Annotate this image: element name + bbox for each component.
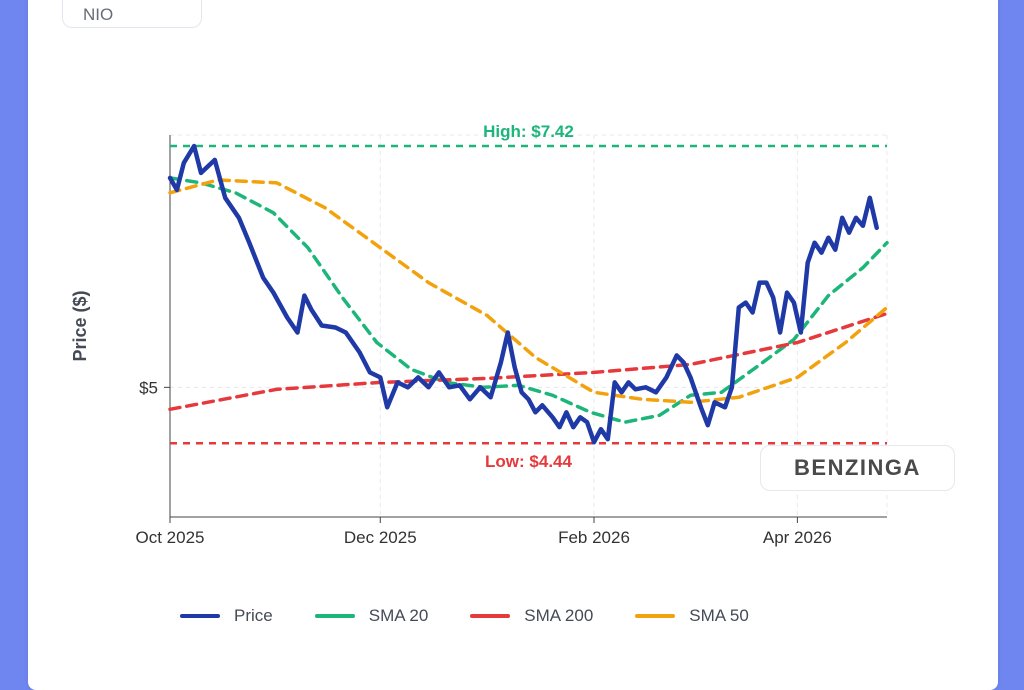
series-line-sma20 bbox=[168, 176, 889, 424]
series-line-price bbox=[167, 143, 879, 445]
chart-axes: Price ($) bbox=[70, 135, 887, 518]
ticker-tab[interactable]: NIO bbox=[62, 0, 202, 28]
legend-label-price: Price bbox=[234, 606, 273, 625]
legend-label-sma50: SMA 50 bbox=[689, 606, 749, 625]
chart-legend: Price SMA 20 SMA 200 SMA 50 bbox=[180, 604, 791, 628]
legend-label-sma20: SMA 20 bbox=[368, 606, 429, 625]
legend-swatch-sma200 bbox=[470, 614, 511, 618]
legend-item-sma50[interactable]: SMA 50 bbox=[635, 606, 749, 626]
benzinga-watermark: BENZINGA bbox=[760, 445, 955, 491]
high-reference-label: High: $7.42 bbox=[483, 122, 574, 141]
x-tick-label: Apr 2026 bbox=[763, 528, 832, 547]
chart-card bbox=[28, 0, 998, 690]
price-chart: Price ($) Oct 2025 Dec 2025 Feb 2026 Apr 20… bbox=[70, 122, 889, 547]
x-tick-label: Dec 2025 bbox=[344, 528, 417, 547]
legend-item-price[interactable]: Price bbox=[180, 606, 273, 626]
series-line-sma50 bbox=[168, 178, 889, 405]
x-tick-label: Feb 2026 bbox=[558, 528, 630, 547]
legend-item-sma200[interactable]: SMA 200 bbox=[470, 606, 593, 626]
low-reference-label: Low: $4.44 bbox=[485, 452, 572, 471]
legend-label-sma200: SMA 200 bbox=[524, 606, 594, 625]
y-tick-label: $5 bbox=[139, 378, 158, 397]
legend-swatch-sma20 bbox=[314, 614, 355, 618]
y-axis-label: Price ($) bbox=[70, 290, 90, 361]
x-tick-label: Oct 2025 bbox=[136, 528, 205, 547]
legend-item-sma20[interactable]: SMA 20 bbox=[314, 606, 429, 626]
ticker-label: NIO bbox=[83, 5, 114, 24]
series-lines bbox=[167, 143, 889, 445]
series-line-sma200 bbox=[168, 311, 889, 412]
axis-ticks: Oct 2025 Dec 2025 Feb 2026 Apr 2026 $5 bbox=[136, 378, 832, 547]
legend-swatch-price bbox=[180, 614, 220, 618]
reference-lines: High: $7.42 Low: $4.44 bbox=[170, 122, 887, 471]
legend-swatch-sma50 bbox=[635, 614, 676, 618]
